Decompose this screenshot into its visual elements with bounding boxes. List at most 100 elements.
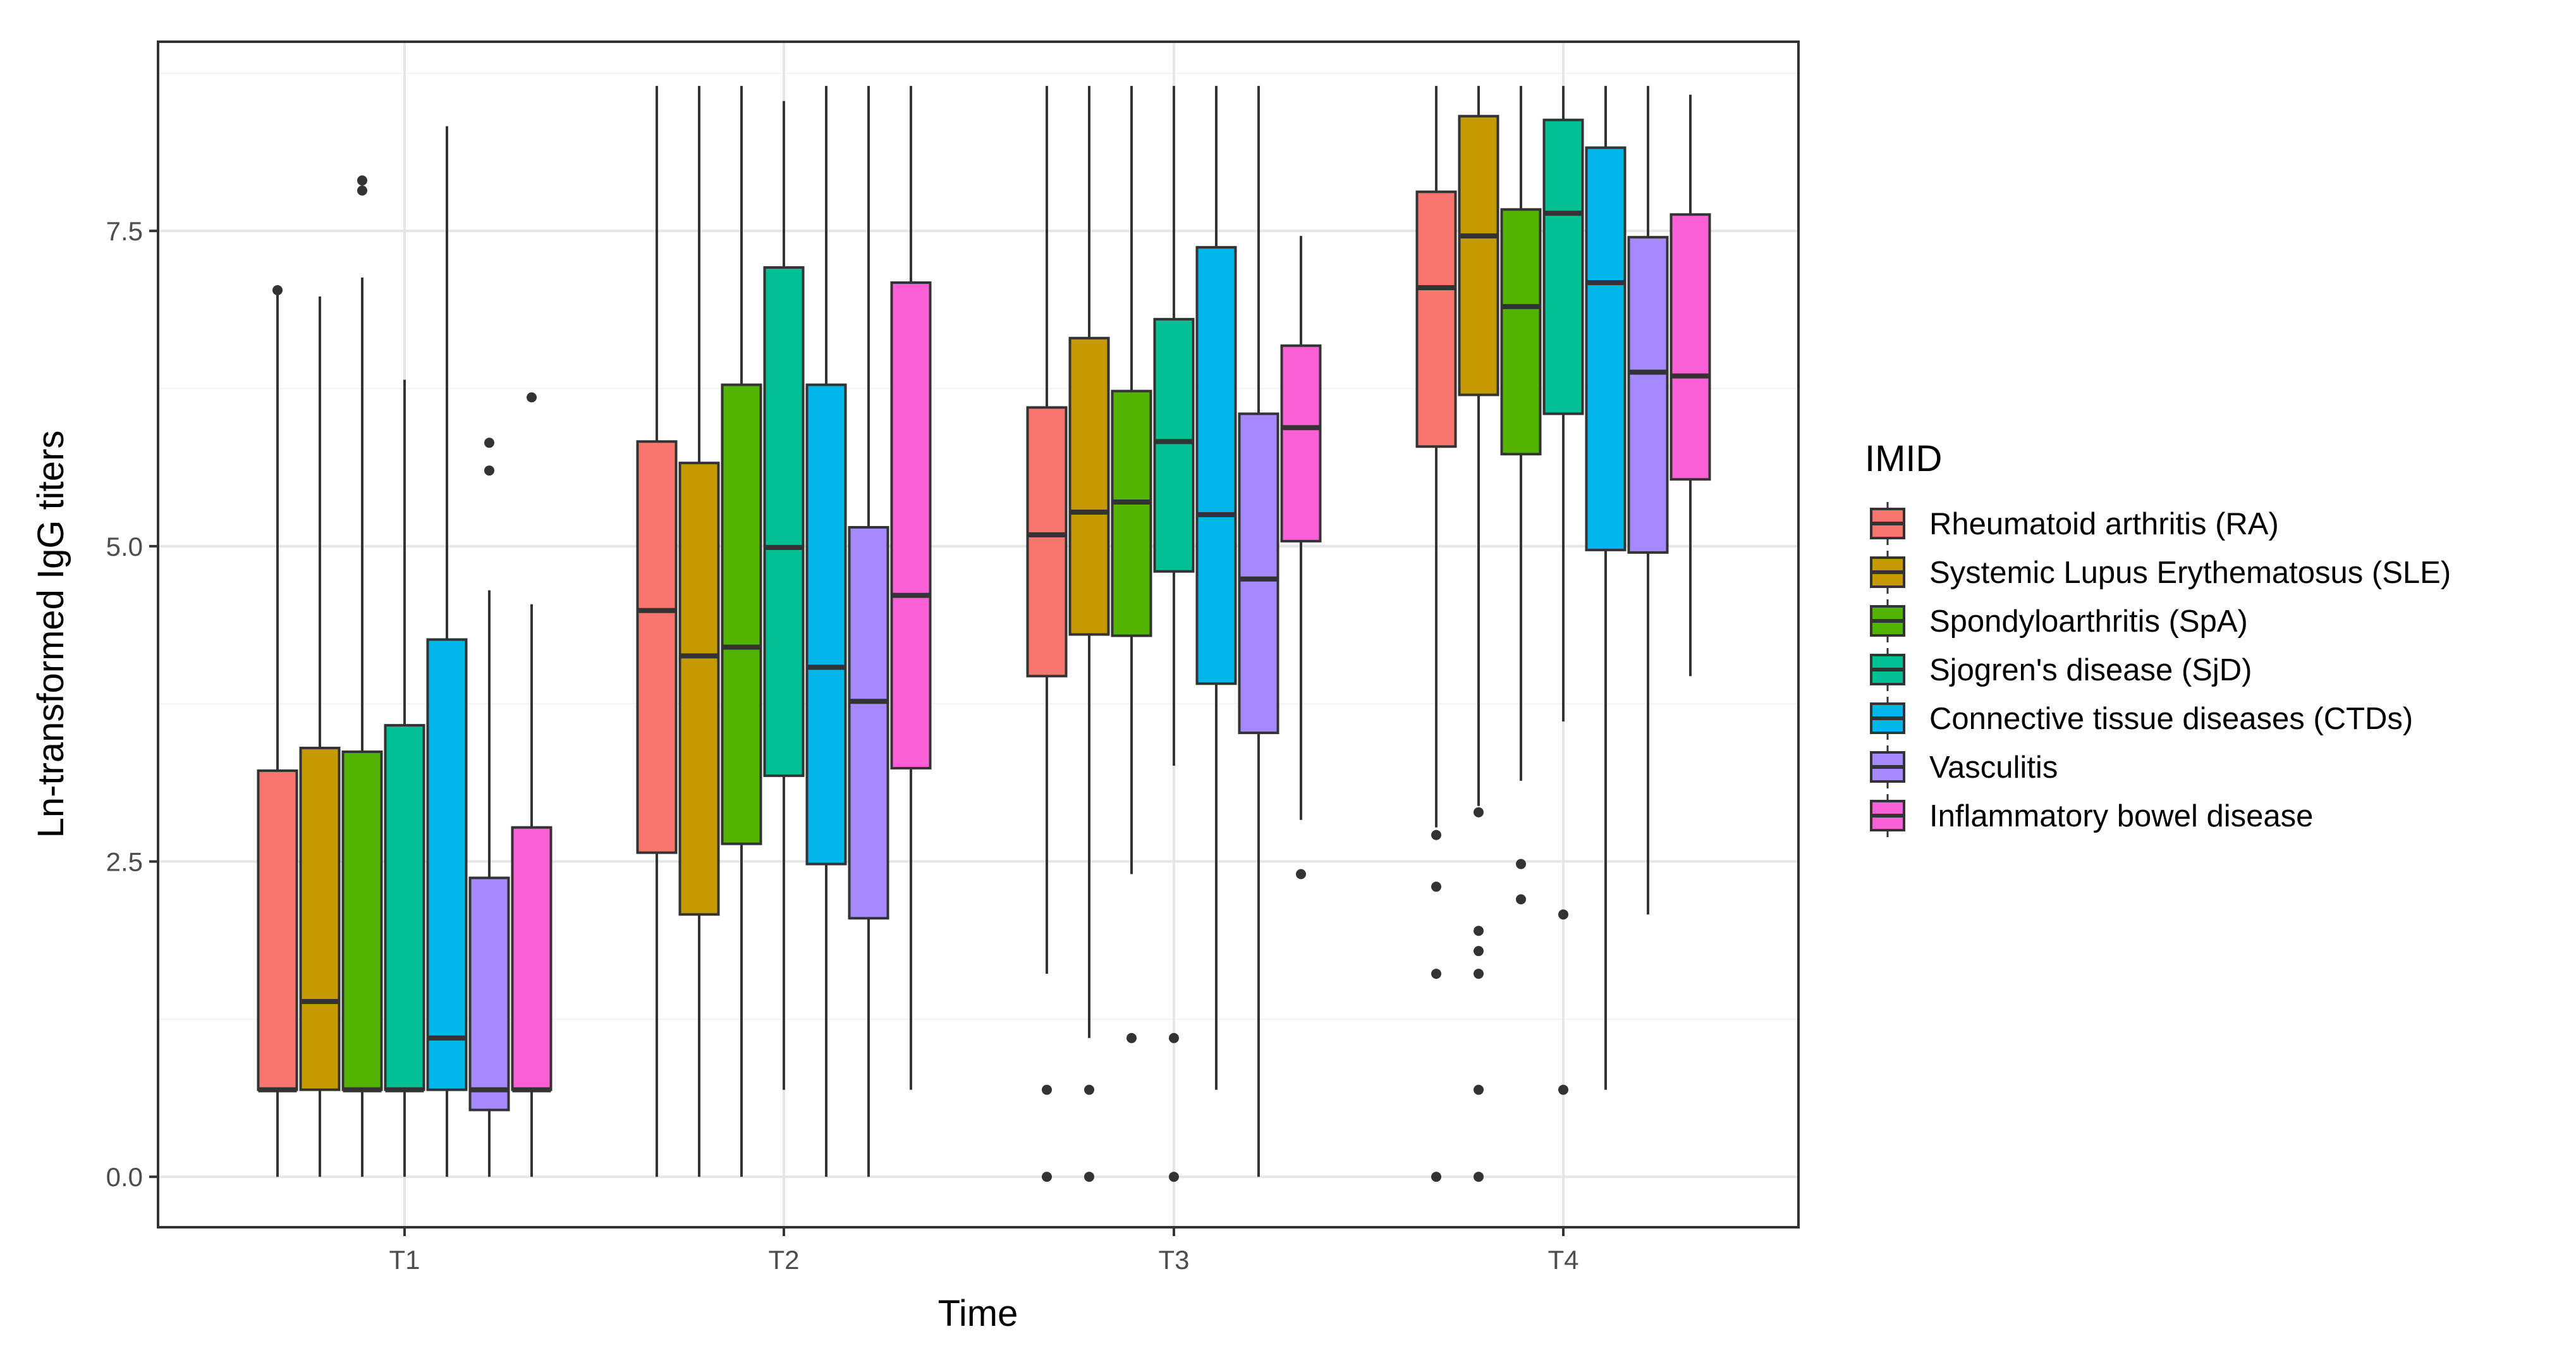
- legend-item: Connective tissue diseases (CTDs): [1870, 697, 2413, 740]
- outlier-point: [1431, 881, 1441, 892]
- box-t3-series-4: [1195, 85, 1237, 1090]
- box-body: [805, 383, 847, 866]
- outlier-point: [1169, 1172, 1179, 1182]
- box-body: [426, 638, 468, 1091]
- box-body: [511, 826, 552, 1091]
- outlier-point: [1474, 1172, 1484, 1182]
- box-t3-series-3: [1153, 85, 1195, 1182]
- box-body: [1585, 146, 1627, 551]
- box-body: [384, 724, 425, 1091]
- box-t4-series-2: [1500, 85, 1542, 905]
- x-tick-label: T1: [389, 1245, 420, 1275]
- box-body: [1670, 213, 1711, 481]
- box-t1-series-3: [384, 379, 425, 1177]
- outlier-point: [1516, 859, 1526, 869]
- outlier-point: [1042, 1172, 1052, 1182]
- box-t2-series-0: [636, 85, 678, 1177]
- legend-label: Vasculitis: [1929, 751, 2058, 785]
- box-body: [1068, 336, 1110, 636]
- box-body: [1238, 412, 1279, 735]
- box-t2-series-4: [805, 85, 847, 1177]
- panel-border: [157, 40, 1800, 1229]
- box-t2-series-3: [763, 101, 805, 1090]
- box-body: [1542, 118, 1584, 415]
- legend-label: Systemic Lupus Erythematosus (SLE): [1929, 556, 2451, 590]
- outlier-point: [484, 465, 494, 476]
- box-t4-series-6: [1670, 94, 1711, 677]
- legend-label: Inflammatory bowel disease: [1929, 799, 2313, 833]
- x-tick-label: T2: [768, 1245, 799, 1275]
- box-body: [299, 747, 341, 1091]
- axes: 0.0 2.5 5.0 7.5 T1 T2 T3 T4: [106, 216, 1579, 1275]
- outlier-point: [357, 175, 367, 186]
- box-t4-series-1: [1458, 85, 1499, 1182]
- box-body: [636, 440, 678, 854]
- outlier-point: [1474, 946, 1484, 957]
- box-body: [1458, 114, 1499, 396]
- box-t1-series-2: [341, 175, 383, 1177]
- box-body: [890, 281, 932, 769]
- legend-item: Inflammatory bowel disease: [1870, 794, 2313, 837]
- box-t2-series-6: [890, 85, 932, 1090]
- legend-title: IMID: [1865, 438, 1942, 479]
- outlier-point: [1296, 869, 1306, 879]
- box-body: [468, 876, 510, 1112]
- box-body: [678, 462, 720, 916]
- outlier-point: [1474, 926, 1484, 936]
- x-tick-label: T4: [1547, 1245, 1578, 1275]
- legend-item: Vasculitis: [1870, 745, 2058, 788]
- box-body: [1111, 389, 1152, 637]
- outlier-point: [357, 185, 367, 196]
- y-tick-label: 7.5: [106, 216, 143, 246]
- box-t1-series-0: [257, 285, 298, 1177]
- box-t1-series-1: [299, 296, 341, 1177]
- y-axis-title: Ln-transformed IgG titers: [30, 431, 71, 838]
- y-tick-label: 2.5: [106, 847, 143, 877]
- box-body: [1415, 190, 1457, 448]
- box-body: [1195, 246, 1237, 685]
- box-t1-series-4: [426, 126, 468, 1177]
- legend-label: Spondyloarthritis (SpA): [1929, 604, 2248, 639]
- box-t4-series-4: [1585, 85, 1627, 1090]
- outlier-point: [1084, 1084, 1094, 1095]
- outlier-point: [1474, 1084, 1484, 1095]
- box-body: [1153, 317, 1195, 573]
- box-t2-series-1: [678, 85, 720, 1177]
- outlier-point: [1169, 1032, 1179, 1043]
- box-t4-series-5: [1627, 85, 1669, 915]
- legend-label: Rheumatoid arthritis (RA): [1929, 507, 2279, 541]
- outlier-point: [1431, 1172, 1441, 1182]
- outlier-point: [1431, 969, 1441, 979]
- box-t3-series-0: [1026, 85, 1068, 1182]
- box-t1-series-6: [511, 392, 552, 1177]
- outlier-point: [1126, 1032, 1137, 1043]
- outlier-point: [527, 392, 537, 403]
- outlier-point: [1474, 807, 1484, 818]
- outlier-point: [1084, 1172, 1094, 1182]
- x-axis-title: Time: [938, 1293, 1018, 1334]
- outlier-point: [1558, 909, 1568, 920]
- outlier-point: [1474, 969, 1484, 979]
- box-series: [257, 85, 1711, 1182]
- outlier-point: [1558, 1084, 1568, 1095]
- legend-item: Rheumatoid arthritis (RA): [1870, 502, 2279, 545]
- legend: IMID Rheumatoid arthritis (RA) Systemic L…: [1865, 438, 2451, 837]
- outlier-point: [1516, 894, 1526, 905]
- box-t4-series-0: [1415, 85, 1457, 1182]
- box-body: [1026, 406, 1068, 678]
- box-body: [1627, 236, 1669, 554]
- box-t3-series-1: [1068, 85, 1110, 1182]
- box-t3-series-5: [1238, 85, 1279, 1177]
- outlier-point: [272, 285, 283, 295]
- box-t3-series-6: [1280, 236, 1322, 879]
- y-tick-label: 0.0: [106, 1162, 143, 1192]
- outlier-point: [1042, 1084, 1052, 1095]
- box-t2-series-2: [721, 85, 762, 1177]
- box-body: [763, 266, 805, 777]
- x-tick-label: T3: [1158, 1245, 1189, 1275]
- legend-label: Connective tissue diseases (CTDs): [1929, 702, 2413, 736]
- box-t4-series-3: [1542, 85, 1584, 1095]
- legend-item: Spondyloarthritis (SpA): [1870, 599, 2248, 642]
- box-t3-series-2: [1111, 85, 1152, 1043]
